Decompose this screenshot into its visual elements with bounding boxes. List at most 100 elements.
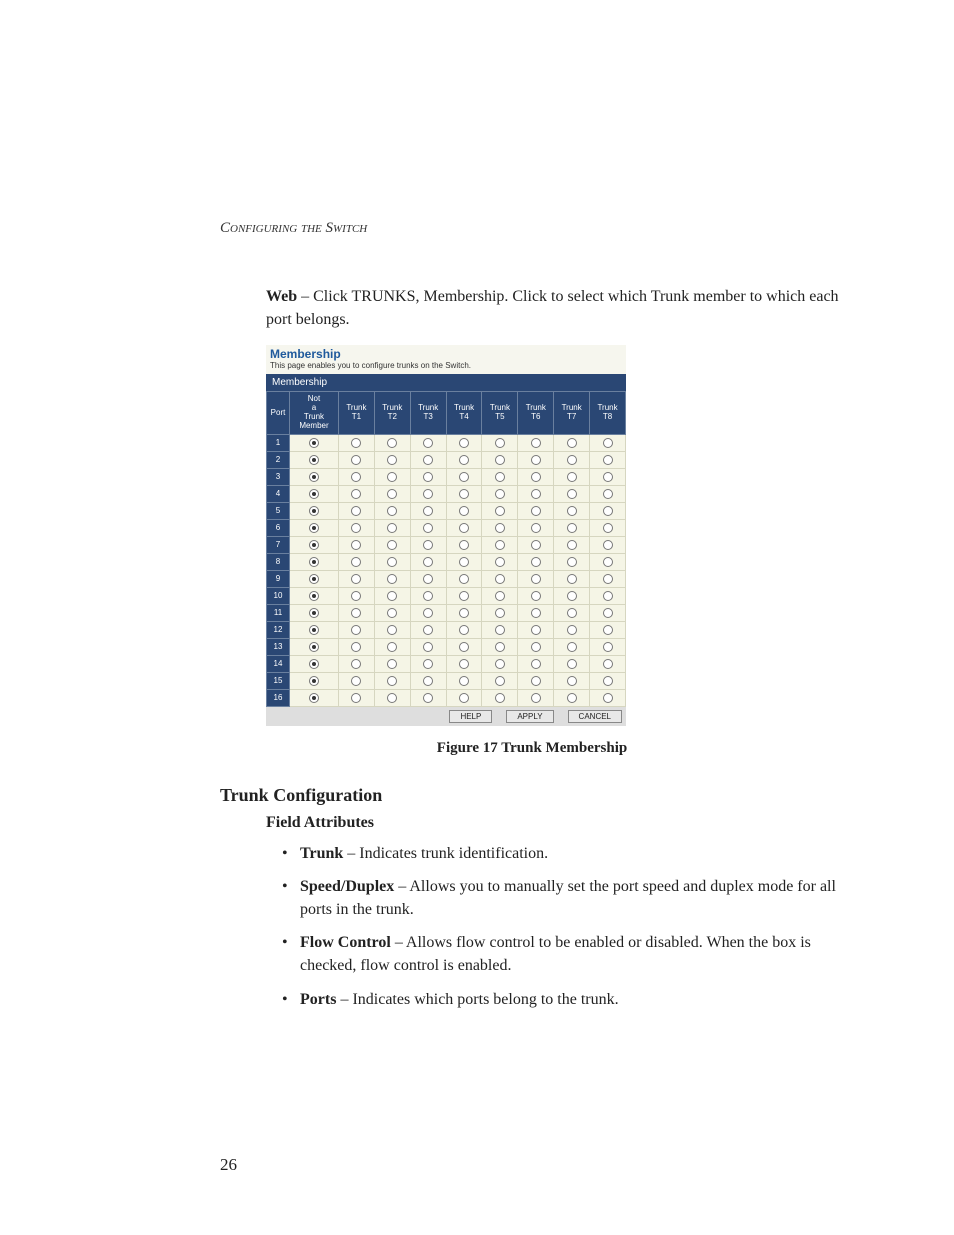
radio-cell[interactable] [482,434,518,451]
radio-cell[interactable] [410,689,446,706]
radio-icon[interactable] [567,676,577,686]
radio-icon[interactable] [495,472,505,482]
radio-icon[interactable] [567,540,577,550]
radio-icon[interactable] [531,455,541,465]
radio-cell[interactable] [554,536,590,553]
radio-icon[interactable] [309,506,319,516]
radio-icon[interactable] [351,693,361,703]
radio-cell[interactable] [338,468,374,485]
radio-icon[interactable] [495,523,505,533]
radio-icon[interactable] [531,489,541,499]
radio-icon[interactable] [351,523,361,533]
radio-cell[interactable] [374,485,410,502]
radio-cell[interactable] [338,451,374,468]
radio-cell[interactable] [482,621,518,638]
radio-cell[interactable] [410,672,446,689]
radio-cell[interactable] [518,604,554,621]
radio-cell[interactable] [374,434,410,451]
radio-icon[interactable] [531,625,541,635]
radio-icon[interactable] [423,455,433,465]
radio-cell[interactable] [410,604,446,621]
radio-icon[interactable] [567,693,577,703]
radio-icon[interactable] [603,591,613,601]
radio-cell[interactable] [554,553,590,570]
radio-cell[interactable] [554,570,590,587]
radio-cell[interactable] [374,570,410,587]
radio-cell[interactable] [338,621,374,638]
radio-cell[interactable] [446,468,482,485]
radio-cell[interactable] [482,451,518,468]
radio-cell[interactable] [338,536,374,553]
radio-cell[interactable] [554,485,590,502]
radio-cell[interactable] [518,502,554,519]
radio-icon[interactable] [387,489,397,499]
radio-icon[interactable] [567,642,577,652]
radio-cell[interactable] [590,536,626,553]
radio-icon[interactable] [459,506,469,516]
radio-cell[interactable] [590,621,626,638]
radio-icon[interactable] [603,506,613,516]
radio-icon[interactable] [531,693,541,703]
radio-cell[interactable] [446,570,482,587]
radio-icon[interactable] [309,676,319,686]
radio-cell[interactable] [338,485,374,502]
radio-icon[interactable] [495,557,505,567]
radio-icon[interactable] [603,455,613,465]
radio-cell[interactable] [518,485,554,502]
radio-cell[interactable] [554,604,590,621]
radio-icon[interactable] [423,489,433,499]
radio-icon[interactable] [531,438,541,448]
radio-icon[interactable] [351,574,361,584]
radio-cell[interactable] [482,587,518,604]
radio-icon[interactable] [351,540,361,550]
radio-cell[interactable] [446,434,482,451]
radio-icon[interactable] [603,438,613,448]
radio-icon[interactable] [387,591,397,601]
radio-icon[interactable] [603,659,613,669]
radio-cell[interactable] [518,621,554,638]
radio-cell[interactable] [518,519,554,536]
radio-cell[interactable] [374,502,410,519]
radio-icon[interactable] [423,693,433,703]
radio-icon[interactable] [387,506,397,516]
radio-icon[interactable] [603,642,613,652]
radio-icon[interactable] [309,472,319,482]
radio-icon[interactable] [351,455,361,465]
radio-icon[interactable] [459,625,469,635]
radio-cell[interactable] [482,570,518,587]
radio-cell[interactable] [446,604,482,621]
radio-cell[interactable] [290,519,339,536]
radio-cell[interactable] [410,655,446,672]
radio-cell[interactable] [374,468,410,485]
radio-icon[interactable] [309,608,319,618]
radio-cell[interactable] [446,689,482,706]
radio-icon[interactable] [567,472,577,482]
radio-cell[interactable] [482,672,518,689]
radio-icon[interactable] [387,540,397,550]
radio-cell[interactable] [446,502,482,519]
radio-icon[interactable] [351,591,361,601]
radio-cell[interactable] [338,502,374,519]
radio-icon[interactable] [495,608,505,618]
radio-cell[interactable] [338,434,374,451]
radio-icon[interactable] [423,642,433,652]
radio-icon[interactable] [459,557,469,567]
radio-icon[interactable] [309,540,319,550]
radio-cell[interactable] [290,689,339,706]
radio-cell[interactable] [446,655,482,672]
radio-cell[interactable] [410,502,446,519]
radio-cell[interactable] [410,536,446,553]
radio-icon[interactable] [603,625,613,635]
radio-icon[interactable] [351,557,361,567]
radio-cell[interactable] [410,621,446,638]
radio-icon[interactable] [495,540,505,550]
radio-cell[interactable] [482,485,518,502]
radio-icon[interactable] [387,642,397,652]
radio-cell[interactable] [374,689,410,706]
radio-cell[interactable] [554,621,590,638]
radio-icon[interactable] [567,659,577,669]
radio-cell[interactable] [290,672,339,689]
radio-cell[interactable] [518,451,554,468]
radio-cell[interactable] [518,434,554,451]
radio-cell[interactable] [482,604,518,621]
